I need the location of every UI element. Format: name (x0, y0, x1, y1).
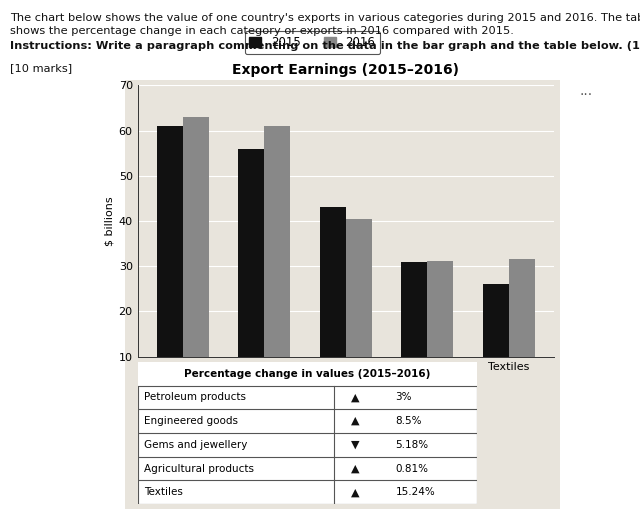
Text: Petroleum products: Petroleum products (145, 392, 246, 402)
Text: The chart below shows the value of one country's exports in various categories d: The chart below shows the value of one c… (10, 13, 640, 23)
Text: Instructions: Write a paragraph commenting on the data in the bar graph and the : Instructions: Write a paragraph commenti… (10, 41, 640, 51)
FancyBboxPatch shape (138, 362, 477, 386)
FancyBboxPatch shape (138, 362, 477, 504)
Text: ...: ... (579, 84, 593, 98)
Text: [10 marks]: [10 marks] (10, 63, 72, 73)
Text: ▲: ▲ (351, 392, 360, 402)
Text: Gems and jewellery: Gems and jewellery (145, 440, 248, 450)
Bar (238, 149, 264, 402)
Bar (157, 126, 182, 402)
Text: Engineered goods: Engineered goods (145, 416, 238, 426)
Bar (319, 207, 346, 402)
Text: Textiles: Textiles (145, 487, 183, 497)
Bar (509, 260, 534, 402)
Y-axis label: $ billions: $ billions (104, 196, 115, 246)
Title: Export Earnings (2015–2016): Export Earnings (2015–2016) (232, 63, 459, 77)
Bar (401, 262, 427, 402)
Bar (264, 126, 290, 402)
Bar (483, 284, 509, 402)
X-axis label: Product Category: Product Category (284, 390, 407, 403)
Text: 15.24%: 15.24% (396, 487, 435, 497)
Text: Percentage change in values (2015–2016): Percentage change in values (2015–2016) (184, 369, 430, 379)
Text: ▲: ▲ (351, 416, 360, 426)
Text: ▲: ▲ (351, 487, 360, 497)
Bar (346, 219, 372, 402)
Bar (427, 261, 453, 402)
Text: 3%: 3% (396, 392, 412, 402)
Bar (182, 117, 209, 402)
Text: 0.81%: 0.81% (396, 464, 428, 474)
Legend: 2015, 2016: 2015, 2016 (244, 32, 380, 54)
Text: 5.18%: 5.18% (396, 440, 429, 450)
Text: 8.5%: 8.5% (396, 416, 422, 426)
Text: shows the percentage change in each category or exports in 2016 compared with 20: shows the percentage change in each cate… (10, 26, 513, 36)
Text: ▼: ▼ (351, 440, 360, 450)
Text: Agricultural products: Agricultural products (145, 464, 254, 474)
Text: ▲: ▲ (351, 464, 360, 474)
